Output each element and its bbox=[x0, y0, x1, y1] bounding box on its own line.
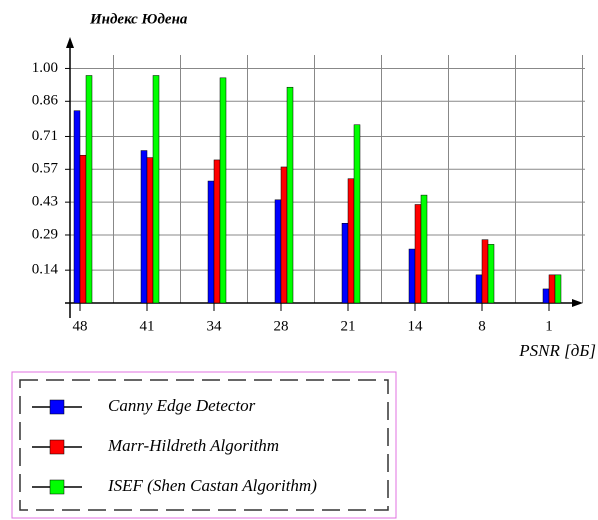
bar bbox=[414, 204, 422, 304]
bar bbox=[213, 159, 221, 304]
bar bbox=[207, 180, 215, 304]
y-tick-label: 0.86 bbox=[32, 93, 59, 109]
bar bbox=[481, 239, 489, 304]
y-tick-label: 1.00 bbox=[32, 60, 58, 76]
y-tick-label: 0.43 bbox=[32, 194, 58, 210]
x-tick-label: 28 bbox=[274, 318, 289, 334]
bar bbox=[548, 274, 556, 304]
bar bbox=[341, 223, 349, 304]
x-axis-arrow bbox=[572, 299, 583, 307]
legend-label: ISEF (Shen Castan Algorithm) bbox=[107, 476, 317, 495]
x-tick-label: 41 bbox=[140, 318, 155, 334]
x-tick-label: 8 bbox=[478, 318, 486, 334]
bar bbox=[152, 75, 160, 304]
bar bbox=[475, 274, 483, 304]
bar bbox=[73, 110, 81, 304]
bar bbox=[274, 199, 282, 304]
legend-inner-frame bbox=[19, 379, 389, 511]
bar bbox=[286, 86, 294, 304]
bar bbox=[353, 124, 361, 304]
bar bbox=[408, 248, 416, 304]
bar bbox=[85, 75, 93, 304]
bar bbox=[79, 154, 87, 304]
y-tick-label: 0.71 bbox=[32, 128, 58, 144]
bar bbox=[280, 166, 288, 304]
bar bbox=[347, 178, 355, 304]
bar bbox=[420, 194, 428, 304]
bar bbox=[140, 150, 148, 304]
legend-label: Marr-Hildreth Algorithm bbox=[107, 436, 279, 455]
bar bbox=[487, 244, 495, 304]
x-tick-label: 21 bbox=[341, 318, 356, 334]
bar bbox=[542, 288, 550, 304]
y-tick-label: 0.14 bbox=[32, 262, 59, 278]
x-tick-label: 14 bbox=[408, 318, 424, 334]
legend-swatch bbox=[49, 439, 65, 455]
x-tick-label: 48 bbox=[73, 318, 88, 334]
y-tick-label: 0.57 bbox=[32, 161, 59, 177]
legend-swatch bbox=[49, 399, 65, 415]
legend-label: Canny Edge Detector bbox=[108, 396, 256, 415]
bar bbox=[219, 77, 227, 304]
bar bbox=[554, 274, 562, 304]
legend-swatch bbox=[49, 479, 65, 495]
y-tick-label: 0.29 bbox=[32, 226, 58, 242]
y-axis-arrow bbox=[66, 37, 74, 48]
x-axis-label: PSNR [дБ] bbox=[518, 341, 596, 360]
x-tick-label: 34 bbox=[207, 318, 223, 334]
chart-title: Индекс Юдена bbox=[89, 11, 188, 27]
legend-frame bbox=[11, 371, 397, 519]
bar bbox=[146, 157, 154, 304]
x-tick-label: 1 bbox=[545, 318, 553, 334]
